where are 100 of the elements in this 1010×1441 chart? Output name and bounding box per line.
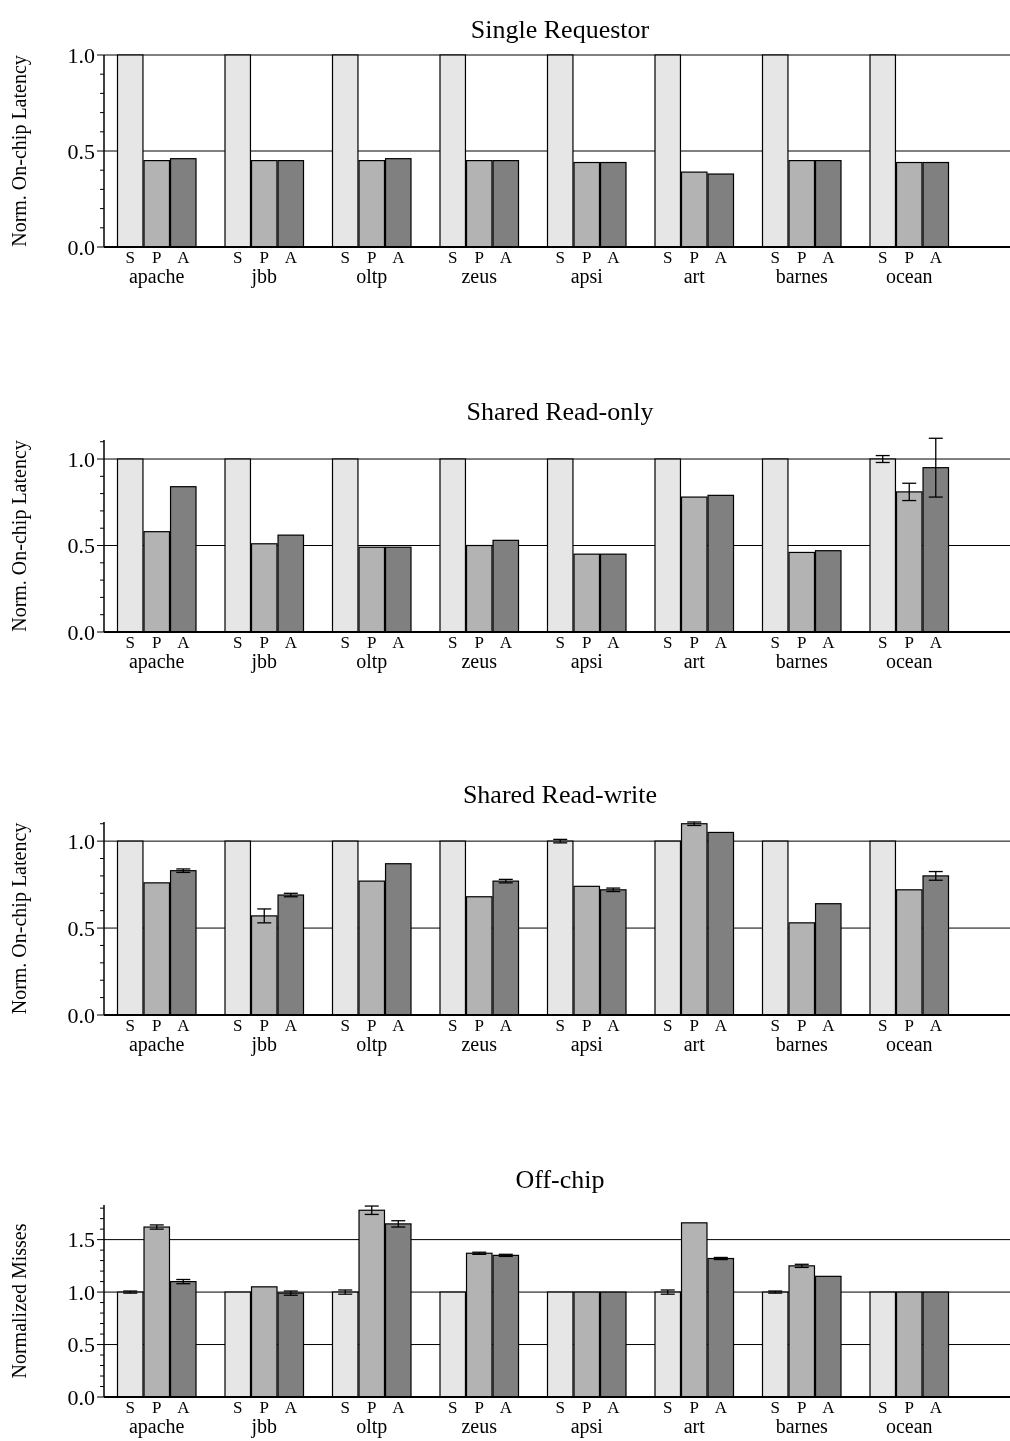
- text: P: [797, 248, 807, 267]
- y-tick-label: 0.5: [67, 533, 95, 559]
- x-tick-label: jbb: [250, 1033, 278, 1056]
- text: P: [367, 248, 377, 267]
- y-tick-label: 0.0: [67, 1002, 95, 1028]
- text: A: [392, 1016, 405, 1035]
- text: A: [929, 633, 942, 652]
- text: P: [689, 248, 699, 267]
- text: P: [904, 1398, 914, 1417]
- x-tick-label: apsi: [570, 265, 604, 288]
- y-tick-label: 1.0: [67, 828, 95, 854]
- x-tick-label: oltp: [356, 1415, 388, 1438]
- y-tick-label: 0.5: [67, 915, 95, 941]
- x-tick-label: oltp: [356, 1033, 388, 1056]
- text: A: [714, 1398, 727, 1417]
- x-tick-label: art: [683, 1415, 706, 1437]
- x-tick-label: jbb: [250, 265, 278, 288]
- text: S: [232, 248, 243, 267]
- text: A: [607, 1398, 620, 1417]
- text: A: [392, 248, 405, 267]
- text: S: [877, 248, 888, 267]
- x-tick-label: barnes: [775, 1415, 829, 1437]
- x-tick-label: zeus: [461, 265, 498, 287]
- x-tick-label: jbb: [250, 1415, 278, 1438]
- x-tick-label: art: [683, 650, 706, 672]
- y-tick-label: 1.0: [67, 1279, 95, 1305]
- text: S: [662, 1016, 673, 1035]
- y-tick-label: 0.5: [67, 138, 95, 164]
- text: A: [714, 248, 727, 267]
- text: P: [582, 1398, 592, 1417]
- x-tick-label: barnes: [775, 650, 829, 672]
- series-label: P: [152, 633, 162, 652]
- text: P: [367, 1398, 377, 1417]
- text: A: [284, 248, 297, 267]
- text: P: [259, 633, 269, 652]
- series-label: P: [152, 1398, 162, 1417]
- text: S: [447, 248, 458, 267]
- text: P: [474, 1016, 484, 1035]
- x-tick-label: jbb: [250, 650, 278, 673]
- x-tick-label: ocean: [885, 1415, 933, 1437]
- text: S: [662, 633, 673, 652]
- text: S: [555, 633, 565, 652]
- y-tick-label: 0.5: [67, 1332, 95, 1358]
- x-tick-label: ocean: [885, 1033, 933, 1055]
- y-axis-title: Normalized Misses: [8, 1223, 30, 1379]
- x-tick-label: ocean: [885, 650, 933, 672]
- y-tick-label: 0.0: [67, 234, 95, 260]
- text: P: [582, 248, 592, 267]
- text: A: [392, 633, 405, 652]
- text: S: [877, 633, 888, 652]
- y-tick-label: 0.0: [67, 619, 95, 645]
- text: A: [822, 633, 835, 652]
- text: S: [232, 633, 243, 652]
- text: P: [367, 633, 377, 652]
- text: P: [689, 1016, 699, 1035]
- x-tick-label: barnes: [775, 265, 829, 287]
- series-label: A: [177, 633, 191, 652]
- text: S: [555, 1016, 565, 1035]
- y-axis-title: Norm. On-chip Latency: [8, 440, 31, 632]
- text: A: [607, 248, 620, 267]
- x-tick-label: ocean: [885, 265, 933, 287]
- x-tick-label: apsi: [570, 1033, 604, 1056]
- y-tick-label: 1.0: [67, 446, 95, 472]
- text: S: [877, 1398, 888, 1417]
- x-tick-label: oltp: [356, 650, 388, 673]
- series-label: A: [177, 248, 191, 267]
- text: S: [877, 1016, 888, 1035]
- text: P: [259, 248, 269, 267]
- chart-title: Shared Read-only: [466, 397, 654, 426]
- text: P: [797, 1398, 807, 1417]
- text: P: [259, 1016, 269, 1035]
- text: A: [284, 1398, 297, 1417]
- y-axis-title: Norm. On-chip Latency: [8, 822, 31, 1015]
- text: A: [499, 1016, 512, 1035]
- x-tick-label: art: [683, 1033, 706, 1055]
- text: S: [340, 1016, 350, 1035]
- text: S: [555, 1398, 565, 1417]
- x-tick-label: apache: [128, 1415, 185, 1438]
- series-label: P: [152, 248, 162, 267]
- x-tick-label: apache: [128, 650, 185, 673]
- text: S: [770, 633, 780, 652]
- text: S: [340, 1398, 350, 1417]
- x-tick-label: zeus: [461, 1415, 498, 1437]
- series-label: P: [152, 1016, 162, 1035]
- text: A: [499, 633, 512, 652]
- text: S: [662, 248, 673, 267]
- text: P: [474, 248, 484, 267]
- text: S: [340, 248, 350, 267]
- text: A: [177, 1398, 190, 1417]
- text: P: [582, 1016, 592, 1035]
- text: A: [714, 1016, 727, 1035]
- text: A: [284, 1016, 297, 1035]
- text: A: [822, 1398, 835, 1417]
- text: A: [929, 248, 942, 267]
- text: P: [797, 1016, 807, 1035]
- text: A: [822, 248, 835, 267]
- text: P: [474, 1398, 484, 1417]
- text: P: [904, 633, 914, 652]
- text: S: [770, 1016, 780, 1035]
- text: S: [447, 1016, 458, 1035]
